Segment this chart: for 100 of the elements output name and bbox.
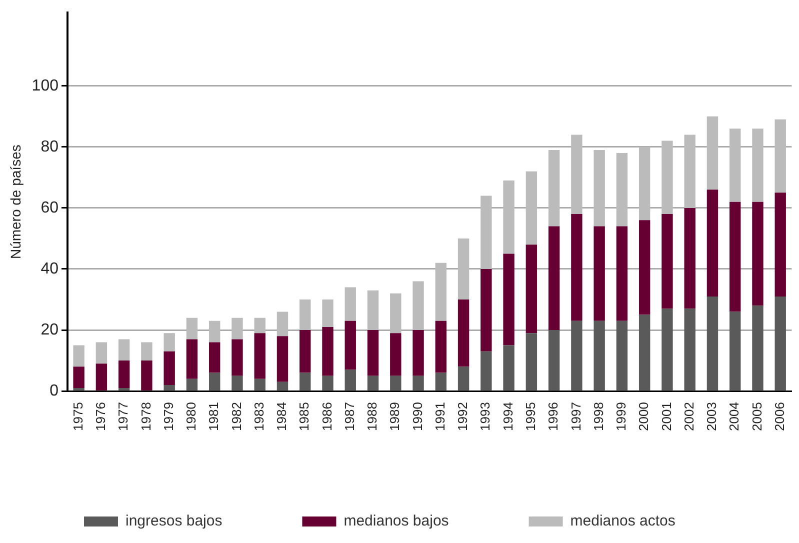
x-tick-label: 1978 bbox=[138, 402, 154, 431]
bar bbox=[662, 214, 673, 309]
bar bbox=[435, 372, 447, 390]
bar bbox=[390, 293, 402, 334]
x-tick-label: 2001 bbox=[658, 402, 674, 431]
bar bbox=[344, 320, 356, 370]
bar bbox=[435, 262, 447, 321]
x-tick-label: 1980 bbox=[184, 402, 199, 431]
x-tick-label: 1997 bbox=[568, 402, 584, 431]
x-tick-label: 1976 bbox=[93, 402, 108, 431]
x-tick-label: 1983 bbox=[251, 402, 266, 431]
bar bbox=[344, 370, 356, 390]
x-tick-label: 1990 bbox=[410, 402, 425, 431]
y-tick-label: 80 bbox=[40, 138, 59, 156]
bar bbox=[458, 366, 470, 390]
bar bbox=[73, 345, 84, 367]
bar bbox=[684, 308, 696, 390]
bar bbox=[752, 306, 764, 390]
y-tick-label: 20 bbox=[40, 321, 59, 338]
x-tick-label: 1984 bbox=[274, 402, 290, 431]
bar bbox=[96, 342, 108, 364]
bar bbox=[526, 171, 538, 245]
bar bbox=[186, 378, 198, 390]
bar bbox=[412, 376, 424, 390]
bar bbox=[186, 318, 198, 340]
bar bbox=[774, 119, 786, 193]
bar bbox=[141, 342, 152, 361]
bar bbox=[367, 376, 379, 390]
bar bbox=[208, 342, 220, 373]
x-tick-label: 1981 bbox=[206, 402, 222, 431]
bar bbox=[254, 333, 266, 379]
bar bbox=[322, 300, 334, 327]
bar bbox=[638, 146, 650, 220]
bar bbox=[96, 364, 108, 390]
bar bbox=[684, 134, 696, 208]
x-tick-label: 1989 bbox=[387, 402, 402, 431]
bar bbox=[367, 290, 379, 330]
bar bbox=[503, 180, 514, 254]
x-tick-label: 1979 bbox=[160, 402, 176, 431]
x-tick-label: 1999 bbox=[614, 402, 629, 431]
bar bbox=[276, 336, 288, 382]
x-tick-label: 1988 bbox=[364, 402, 380, 431]
x-tick-label: 1998 bbox=[590, 402, 606, 431]
bar bbox=[730, 128, 741, 202]
bar bbox=[73, 366, 84, 388]
bar bbox=[276, 382, 288, 390]
bar bbox=[616, 226, 628, 321]
bar bbox=[594, 320, 605, 390]
bar bbox=[503, 254, 514, 346]
bar bbox=[526, 244, 538, 334]
bar bbox=[706, 190, 718, 296]
bar bbox=[616, 320, 628, 390]
x-tick-label: 1987 bbox=[342, 402, 357, 431]
x-tick-label: 2005 bbox=[749, 402, 764, 431]
bar bbox=[594, 226, 605, 321]
bar bbox=[118, 360, 130, 388]
bar bbox=[344, 287, 356, 321]
x-tick-label: 2003 bbox=[704, 402, 720, 431]
bar bbox=[208, 320, 220, 342]
bar bbox=[300, 330, 311, 373]
bar bbox=[254, 378, 266, 390]
x-tick-label: 2000 bbox=[636, 402, 652, 431]
bar bbox=[594, 150, 605, 226]
x-tick-label: 2006 bbox=[772, 402, 787, 431]
x-tick-label: 2002 bbox=[681, 402, 696, 431]
bar bbox=[548, 150, 560, 226]
bar bbox=[390, 376, 402, 390]
bar bbox=[774, 296, 786, 390]
bar bbox=[141, 360, 152, 390]
bar bbox=[548, 226, 560, 330]
x-tick-label: 1992 bbox=[455, 402, 470, 431]
bar bbox=[730, 312, 741, 390]
bar bbox=[571, 320, 582, 390]
bar bbox=[662, 308, 673, 390]
bar bbox=[232, 339, 243, 376]
bar bbox=[662, 140, 673, 214]
y-tick-label: 0 bbox=[50, 382, 59, 400]
y-axis-title: Número de países bbox=[7, 144, 24, 260]
bar bbox=[322, 326, 334, 376]
bar bbox=[276, 312, 288, 336]
bar bbox=[571, 214, 582, 321]
bar bbox=[638, 220, 650, 315]
bar bbox=[480, 351, 492, 390]
bar bbox=[480, 268, 492, 352]
bar bbox=[300, 300, 311, 330]
x-tick-label: 1996 bbox=[546, 402, 561, 431]
x-tick-label: 1993 bbox=[478, 402, 493, 431]
x-tick-label: 1975 bbox=[70, 402, 86, 431]
x-tick-label: 1982 bbox=[228, 402, 244, 431]
bar bbox=[638, 314, 650, 390]
legend-label: ingresos bajos bbox=[126, 512, 222, 530]
bar bbox=[526, 333, 538, 390]
x-tick-label: 1991 bbox=[432, 402, 448, 431]
x-tick-label: 1985 bbox=[296, 402, 312, 431]
bar bbox=[412, 330, 424, 376]
legend-label: medianos bajos bbox=[344, 512, 449, 530]
bar bbox=[503, 345, 514, 390]
bar bbox=[774, 192, 786, 296]
bar bbox=[548, 330, 560, 390]
y-tick-label: 60 bbox=[40, 199, 59, 216]
